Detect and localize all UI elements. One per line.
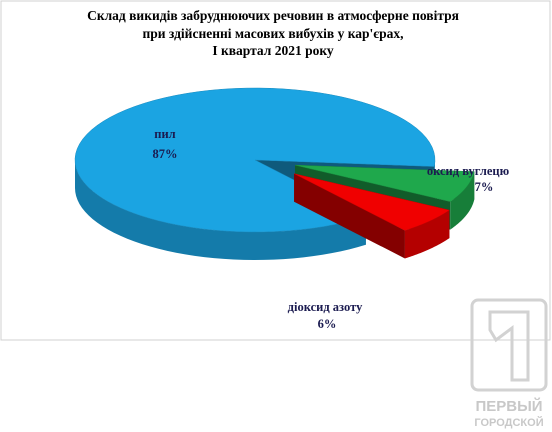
- watermark-icon: [488, 310, 530, 382]
- watermark: ПЕРВЫЙ ГОРОДСКОЙ: [470, 298, 548, 429]
- slice-label: діоксид азоту: [288, 300, 363, 314]
- slice: [74, 87, 436, 233]
- slice-label: оксид вуглецю: [427, 164, 510, 178]
- slice-wall: [404, 210, 450, 259]
- watermark-frame: [470, 298, 548, 392]
- watermark-text: ПЕРВЫЙ: [475, 397, 542, 415]
- watermark-text: ГОРОДСКОЙ: [474, 416, 543, 429]
- slice: [294, 173, 450, 231]
- chart-title: I квартал 2021 року: [212, 43, 334, 58]
- chart-title: при здійсненні масових вибухів у кар'єра…: [142, 26, 403, 41]
- slice-label: пил: [154, 127, 175, 141]
- slice: [294, 164, 475, 202]
- slice-value-label: 6%: [318, 317, 337, 331]
- chart-title: Склад викидів забруднюючих речовин в атм…: [87, 8, 459, 23]
- slice-side: [294, 173, 405, 259]
- slice-value-label: 7%: [475, 180, 494, 194]
- slice-value-label: 87%: [153, 147, 178, 161]
- pie: [74, 87, 475, 260]
- slice-wall: [450, 171, 475, 230]
- slice-wall: [75, 160, 366, 260]
